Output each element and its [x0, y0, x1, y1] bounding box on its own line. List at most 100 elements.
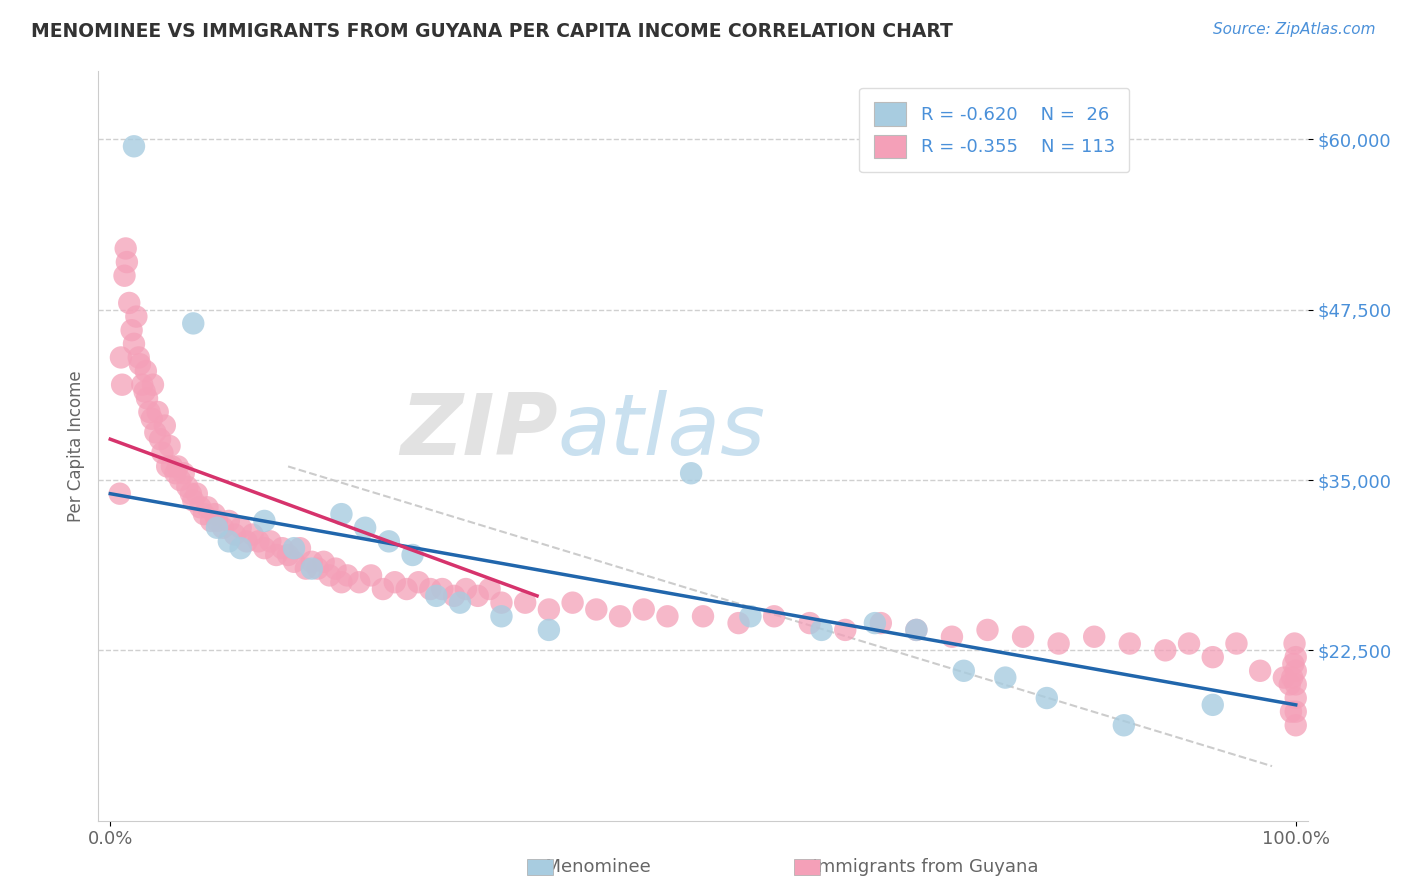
Point — [537, 623, 560, 637]
Point — [146, 405, 169, 419]
Point — [478, 582, 501, 596]
Point — [408, 575, 430, 590]
Point — [1249, 664, 1271, 678]
Point — [1119, 636, 1142, 650]
Point — [181, 493, 204, 508]
Point — [197, 500, 219, 515]
Point — [1083, 630, 1105, 644]
Point — [401, 548, 423, 562]
Point — [235, 534, 257, 549]
Point — [994, 671, 1017, 685]
Point — [740, 609, 762, 624]
Point — [259, 534, 281, 549]
Point — [193, 507, 215, 521]
Point — [1279, 705, 1302, 719]
Point — [153, 418, 176, 433]
Point — [378, 534, 401, 549]
Point — [1154, 643, 1177, 657]
Point — [763, 609, 786, 624]
Point — [1225, 636, 1247, 650]
Point — [295, 561, 318, 575]
Point — [205, 521, 228, 535]
Point — [108, 486, 131, 500]
Point — [166, 459, 188, 474]
Point — [1202, 698, 1225, 712]
Point — [121, 323, 143, 337]
Point — [253, 514, 276, 528]
Point — [905, 623, 928, 637]
Point — [115, 255, 138, 269]
Point — [810, 623, 832, 637]
Point — [330, 507, 353, 521]
Point — [149, 432, 172, 446]
Point — [200, 514, 222, 528]
Point — [863, 616, 886, 631]
Point — [1178, 636, 1201, 650]
Point — [173, 467, 195, 481]
Text: ZIP: ZIP — [401, 390, 558, 473]
Point — [301, 561, 323, 575]
Point — [1285, 650, 1308, 665]
Point — [111, 377, 134, 392]
Point — [307, 561, 329, 575]
Point — [633, 602, 655, 616]
Point — [283, 555, 305, 569]
Point — [169, 473, 191, 487]
Point — [135, 364, 157, 378]
Point — [181, 317, 204, 331]
Point — [186, 486, 208, 500]
Text: Immigrants from Guyana: Immigrants from Guyana — [801, 858, 1039, 876]
Point — [330, 575, 353, 590]
Point — [1278, 677, 1301, 691]
Point — [114, 268, 136, 283]
Point — [371, 582, 394, 596]
Point — [454, 582, 477, 596]
Point — [288, 541, 311, 556]
Point — [125, 310, 148, 324]
Point — [131, 377, 153, 392]
Point — [247, 534, 270, 549]
Point — [253, 541, 276, 556]
Point — [229, 541, 252, 556]
Point — [869, 616, 891, 631]
Point — [515, 596, 537, 610]
Point — [218, 534, 240, 549]
Point — [561, 596, 583, 610]
Point — [128, 351, 150, 365]
Point — [180, 486, 202, 500]
Point — [467, 589, 489, 603]
Point — [425, 589, 447, 603]
Point — [692, 609, 714, 624]
Point — [585, 602, 607, 616]
Point — [1202, 650, 1225, 665]
Point — [271, 541, 294, 556]
Point — [1285, 677, 1308, 691]
Point — [336, 568, 359, 582]
Point — [160, 459, 183, 474]
Point — [118, 296, 141, 310]
Point — [360, 568, 382, 582]
Point — [799, 616, 821, 631]
Point — [681, 467, 703, 481]
Point — [318, 568, 340, 582]
Point — [242, 527, 264, 541]
Point — [1285, 691, 1308, 706]
Point — [138, 405, 160, 419]
Point — [159, 439, 181, 453]
Point — [1282, 657, 1305, 671]
Text: Menominee: Menominee — [534, 858, 651, 876]
Point — [537, 602, 560, 616]
Point — [384, 575, 406, 590]
Point — [129, 357, 152, 371]
Text: atlas: atlas — [558, 390, 766, 473]
Point — [134, 384, 156, 399]
Point — [312, 555, 335, 569]
Point — [143, 425, 166, 440]
Point — [176, 480, 198, 494]
Point — [1281, 671, 1303, 685]
Point — [1036, 691, 1059, 706]
Point — [264, 548, 287, 562]
Point — [136, 392, 159, 406]
Point — [1285, 705, 1308, 719]
Point — [443, 589, 465, 603]
